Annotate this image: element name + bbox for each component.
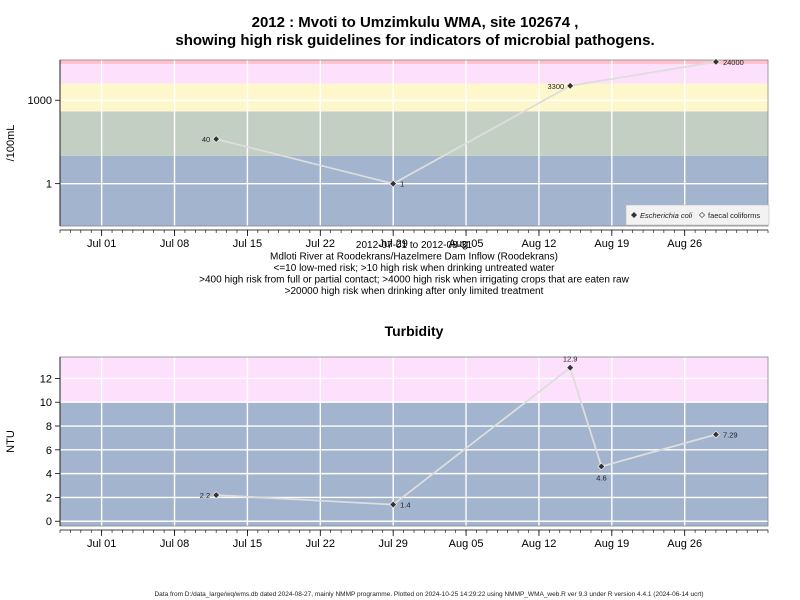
microbial-y-axis-title: /100mL bbox=[5, 125, 17, 162]
microbial-x-tick-label: Jul 22 bbox=[306, 238, 335, 250]
figure-title-line1: 2012 : Mvoti to Umzimkulu WMA, site 1026… bbox=[252, 14, 579, 31]
microbial-caption-line: Mdloti River at Roodekrans/Hazelmere Dam… bbox=[270, 252, 558, 263]
microbial-data-label: 40 bbox=[202, 135, 210, 144]
microbial-legend-marker bbox=[698, 211, 706, 219]
turbidity-y-tick-label: 4 bbox=[46, 469, 52, 481]
microbial-data-label: 24000 bbox=[723, 58, 744, 67]
microbial-caption-line: <=10 low-med risk; >10 high risk when dr… bbox=[274, 263, 556, 274]
turbidity-y-tick-label: 12 bbox=[40, 373, 52, 385]
microbial-x-tick-label: Jul 29 bbox=[378, 238, 407, 250]
turbidity-data-label: 12.9 bbox=[563, 355, 578, 364]
microbial-risk-band bbox=[60, 111, 768, 156]
turbidity-chart-title: Turbidity bbox=[385, 323, 444, 339]
microbial-data-point bbox=[212, 135, 221, 143]
turbidity-data-label: 1.4 bbox=[400, 501, 410, 510]
turbidity-x-tick-label: Jul 15 bbox=[233, 538, 262, 550]
turbidity-x-tick-label: Jul 22 bbox=[306, 538, 335, 550]
turbidity-x-tick-label: Jul 29 bbox=[378, 538, 407, 550]
turbidity-data-label: 2.2 bbox=[200, 491, 210, 500]
microbial-legend-label: Escherichia coli bbox=[640, 211, 692, 220]
turbidity-y-axis-title: NTU bbox=[5, 430, 17, 453]
turbidity-risk-band bbox=[60, 402, 768, 526]
microbial-x-tick-label: Jul 01 bbox=[87, 238, 116, 250]
microbial-risk-band bbox=[60, 64, 768, 84]
turbidity-x-tick-label: Aug 19 bbox=[594, 538, 629, 550]
microbial-chart-panel: 1 1000/100mL Jul 01 Jul 08 Jul 15 Jul 22 Jul 2… bbox=[5, 58, 770, 250]
turbidity-x-tick-label: Jul 08 bbox=[160, 538, 189, 550]
microbial-x-tick-label: Aug 12 bbox=[522, 238, 557, 250]
microbial-data-point bbox=[389, 179, 398, 188]
turbidity-risk-band bbox=[60, 357, 768, 403]
microbial-data-point bbox=[712, 58, 720, 66]
turbidity-y-tick-label: 8 bbox=[46, 421, 52, 433]
microbial-series-line bbox=[215, 61, 717, 185]
turbidity-x-tick-label: Jul 01 bbox=[87, 538, 116, 550]
microbial-y-tick-label: 1000 bbox=[28, 95, 52, 107]
microbial-legend-box bbox=[625, 204, 770, 226]
microbial-y-tick-label: 1 bbox=[46, 179, 52, 191]
microbial-legend: Escherichia coli faecal coliforms bbox=[625, 204, 770, 226]
microbial-risk-band bbox=[60, 83, 768, 112]
microbial-x-tick-label: Jul 08 bbox=[160, 238, 189, 250]
turbidity-y-tick-label: 6 bbox=[46, 445, 52, 457]
microbial-x-tick-label: Jul 15 bbox=[233, 238, 262, 250]
turbidity-data-label: 7.29 bbox=[723, 430, 738, 439]
microbial-caption-line: >400 high risk from full or partial cont… bbox=[199, 275, 629, 286]
turbidity-y-tick-label: 0 bbox=[46, 516, 52, 528]
turbidity-data-point bbox=[566, 363, 575, 372]
turbidity-chart-panel: 0 2 4 6 8 10 12 NTU Jul 01 Jul 08 Jul 15 Jul 22 Jul … bbox=[5, 355, 769, 550]
microbial-data-label: 3300 bbox=[547, 82, 564, 91]
microbial-data-label: 1 bbox=[400, 180, 404, 189]
figure-title-line2: showing high risk guidelines for indicat… bbox=[175, 32, 654, 49]
microbial-legend-label: faecal coliforms bbox=[708, 211, 760, 220]
microbial-caption-line: >20000 high risk when drinking after onl… bbox=[285, 286, 544, 297]
microbial-x-tick-label: Aug 05 bbox=[449, 238, 484, 250]
microbial-caption-line: 2012-07-01 to 2012-08-31 bbox=[356, 240, 473, 251]
turbidity-x-tick-label: Aug 05 bbox=[449, 538, 484, 550]
figure-footer: Data from D:/data_large/wq/wms.db dated … bbox=[154, 591, 703, 598]
microbial-risk-band bbox=[60, 60, 768, 65]
microbial-x-tick-label: Aug 19 bbox=[594, 238, 629, 250]
turbidity-data-point bbox=[597, 462, 606, 471]
turbidity-y-tick-label: 2 bbox=[46, 492, 52, 504]
turbidity-data-point bbox=[712, 430, 720, 439]
microbial-legend-marker bbox=[630, 211, 638, 219]
microbial-x-tick-label: Aug 26 bbox=[667, 238, 702, 250]
turbidity-data-point bbox=[389, 500, 398, 509]
turbidity-x-tick-label: Aug 12 bbox=[522, 538, 557, 550]
microbial-data-point bbox=[566, 81, 575, 90]
turbidity-y-tick-label: 10 bbox=[40, 397, 52, 409]
turbidity-data-point bbox=[212, 491, 221, 499]
turbidity-x-tick-label: Aug 26 bbox=[667, 538, 702, 550]
turbidity-data-label: 4.6 bbox=[596, 473, 606, 482]
